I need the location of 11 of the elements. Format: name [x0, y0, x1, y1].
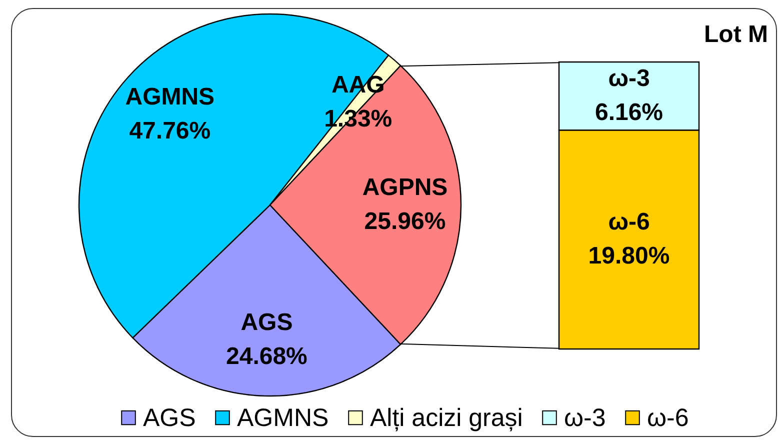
data-label: AGPNS 25.96%: [362, 174, 448, 235]
data-label: AGS 24.68%: [226, 308, 308, 370]
legend-label: ω-6: [647, 404, 689, 432]
legend-label: AGMNS: [237, 404, 329, 432]
data-label: ω-3 6.16%: [594, 65, 664, 126]
legend-label: AGS: [143, 404, 196, 432]
data-label: AGMNS 47.76%: [125, 83, 215, 144]
text: Lot M: [704, 21, 768, 48]
data-label: ω-6 19.80%: [588, 208, 670, 270]
legend-label: ω-3: [564, 404, 606, 432]
legend-label: Alți acizi grași: [370, 404, 523, 432]
